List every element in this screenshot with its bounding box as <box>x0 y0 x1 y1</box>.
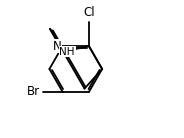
Text: Cl: Cl <box>83 6 95 19</box>
Text: Br: Br <box>27 85 40 98</box>
Text: N: N <box>53 40 62 53</box>
Text: NH: NH <box>59 47 75 57</box>
